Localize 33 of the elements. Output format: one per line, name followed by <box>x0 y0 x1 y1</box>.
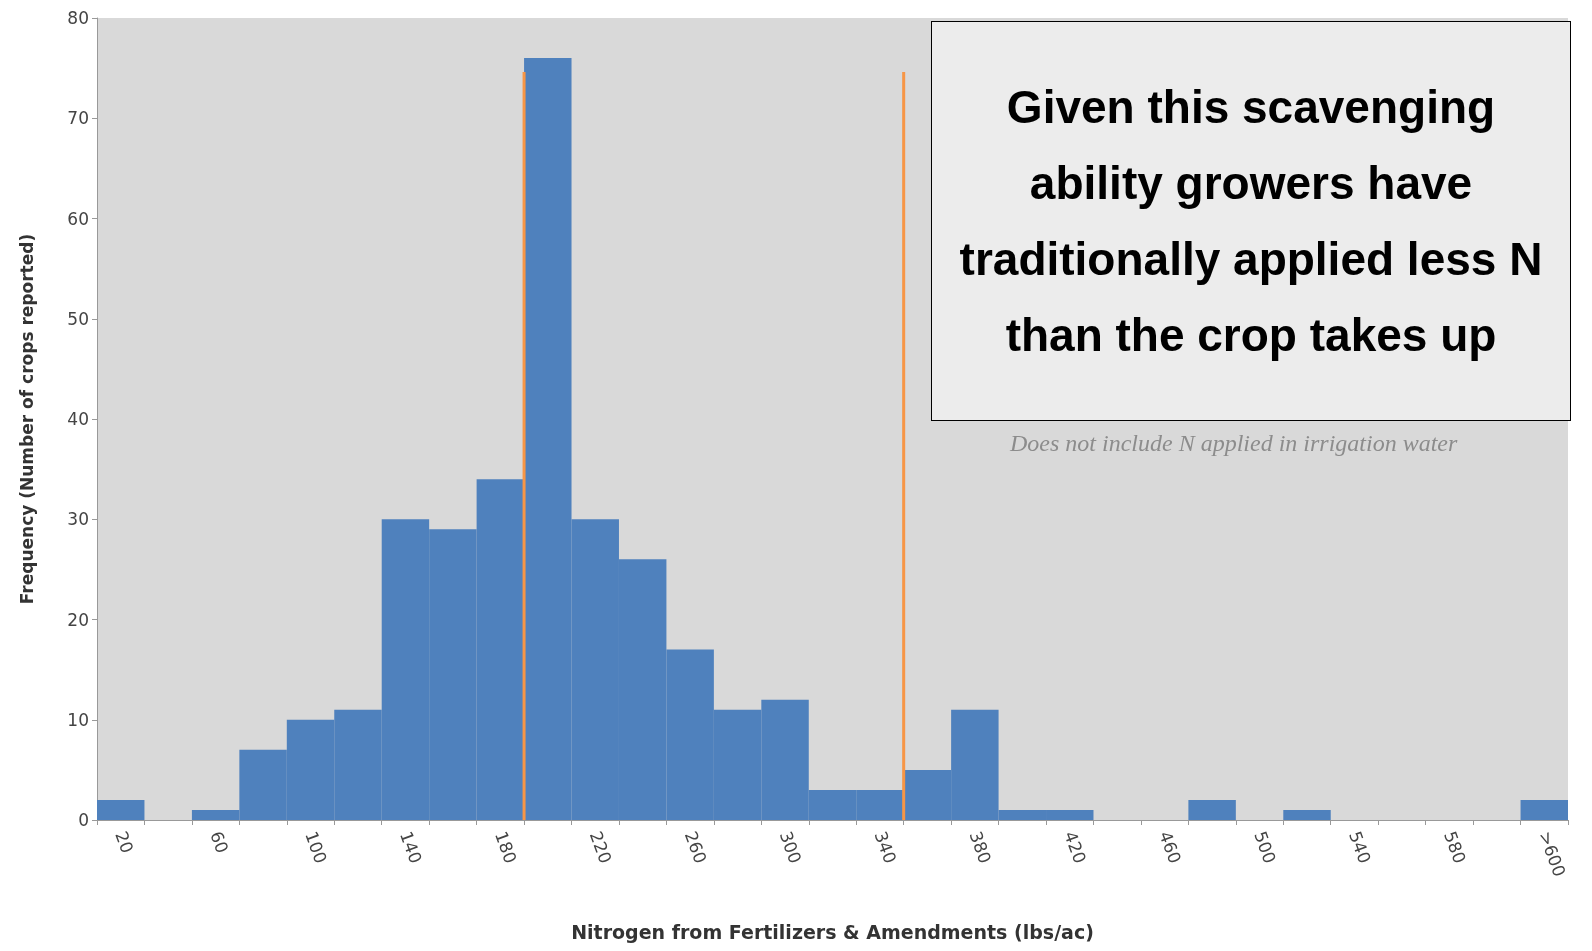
y-tick-label: 70 <box>67 108 89 129</box>
x-tick-label: 20 <box>111 828 138 856</box>
annotation: Does not include N applied in irrigation water <box>1010 430 1458 457</box>
x-tick-label: 380 <box>965 828 996 866</box>
y-tick-label: 50 <box>67 308 89 329</box>
x-tick-label: 580 <box>1439 828 1470 866</box>
x-tick-label: 220 <box>585 828 616 866</box>
x-tick-label: 260 <box>680 828 711 866</box>
x-tick-label: 180 <box>490 828 521 866</box>
text-box: Given this scavenging ability growers have traditionally applied less N than the crop takes up <box>931 21 1571 421</box>
x-tick-label: 540 <box>1345 828 1375 866</box>
y-tick-label: 80 <box>67 8 89 28</box>
x-tick-label: 100 <box>301 828 332 866</box>
bar <box>1188 799 1236 820</box>
y-tick-label: 0 <box>78 810 89 830</box>
y-tick-label: 20 <box>67 609 89 630</box>
x-tick-label: >600 <box>1534 828 1570 880</box>
x-tick-label: 340 <box>870 828 901 866</box>
y-axis-title: Frequency (Number of crops reported) <box>16 233 37 605</box>
bar <box>97 799 145 820</box>
x-tick-label: 500 <box>1250 828 1281 866</box>
bar <box>1283 809 1331 820</box>
x-tick-label: 460 <box>1155 828 1186 866</box>
bar <box>1520 799 1568 820</box>
x-tick-label: 140 <box>396 828 426 866</box>
y-tick-label: 10 <box>67 709 89 730</box>
x-tick-label: 300 <box>775 828 806 866</box>
x-tick-label: 420 <box>1060 828 1091 866</box>
y-tick-label: 30 <box>67 509 89 530</box>
y-tick-label: 40 <box>67 409 89 429</box>
x-tick-label: 60 <box>206 828 233 856</box>
x-axis-title: Nitrogen from Fertilizers & Amendments (lbs/ac) <box>571 920 1094 943</box>
y-tick-label: 60 <box>67 208 89 229</box>
